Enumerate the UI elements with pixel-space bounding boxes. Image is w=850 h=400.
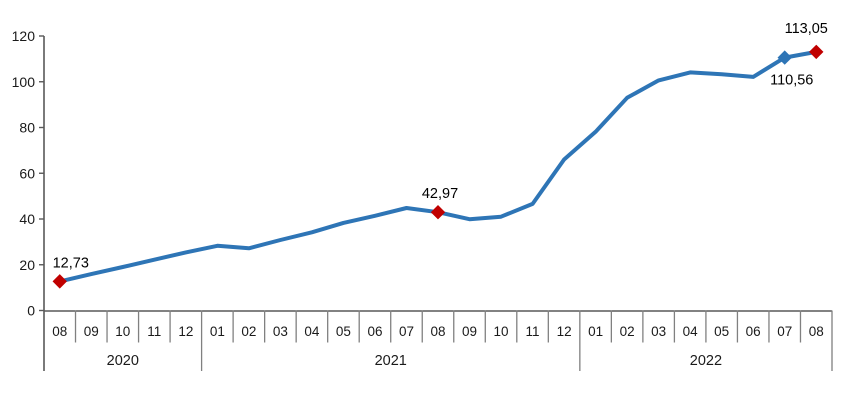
y-axis-tick-label: 100 (12, 74, 36, 90)
year-label: 2021 (375, 353, 407, 369)
month-label: 09 (462, 324, 477, 339)
y-axis-tick-label: 60 (19, 165, 35, 181)
y-axis-tick-label: 80 (19, 120, 35, 136)
month-label: 05 (714, 324, 729, 339)
month-label: 06 (746, 324, 761, 339)
month-label: 10 (115, 324, 130, 339)
month-label: 12 (557, 324, 572, 339)
month-label: 03 (273, 324, 288, 339)
month-label: 04 (683, 324, 699, 339)
point-value-label: 113,05 (785, 21, 828, 37)
point-value-label: 42,97 (422, 186, 458, 202)
month-label: 12 (178, 324, 193, 339)
month-label: 01 (210, 324, 225, 339)
month-label: 03 (651, 324, 666, 339)
y-axis-tick-label: 20 (19, 257, 35, 273)
month-label: 09 (84, 324, 99, 339)
month-label: 08 (809, 324, 824, 339)
data-line-series (57, 49, 819, 284)
year-label: 2022 (690, 353, 722, 369)
year-label: 2020 (107, 353, 139, 369)
marker-diamond (777, 50, 792, 65)
month-label: 08 (52, 324, 67, 339)
month-label: 05 (336, 324, 351, 339)
month-label: 07 (399, 324, 414, 339)
month-label: 02 (620, 324, 635, 339)
point-value-label: 12,73 (53, 255, 89, 271)
marker-diamond (52, 274, 67, 289)
month-label: 01 (588, 324, 603, 339)
y-axis-tick-label: 120 (12, 28, 36, 44)
month-label: 10 (494, 324, 509, 339)
marker-diamond (809, 44, 824, 60)
marker-diamond (430, 204, 446, 220)
month-label: 04 (304, 324, 320, 339)
month-label: 07 (777, 324, 792, 339)
month-label: 06 (367, 324, 382, 339)
month-label: 02 (241, 324, 256, 339)
month-label: 11 (147, 324, 161, 339)
month-label: 11 (526, 324, 540, 339)
point-value-label: 110,56 (770, 73, 813, 89)
y-axis-tick-label: 40 (19, 211, 35, 227)
y-axis-tick-label: 0 (27, 303, 35, 319)
month-label: 08 (430, 324, 445, 339)
